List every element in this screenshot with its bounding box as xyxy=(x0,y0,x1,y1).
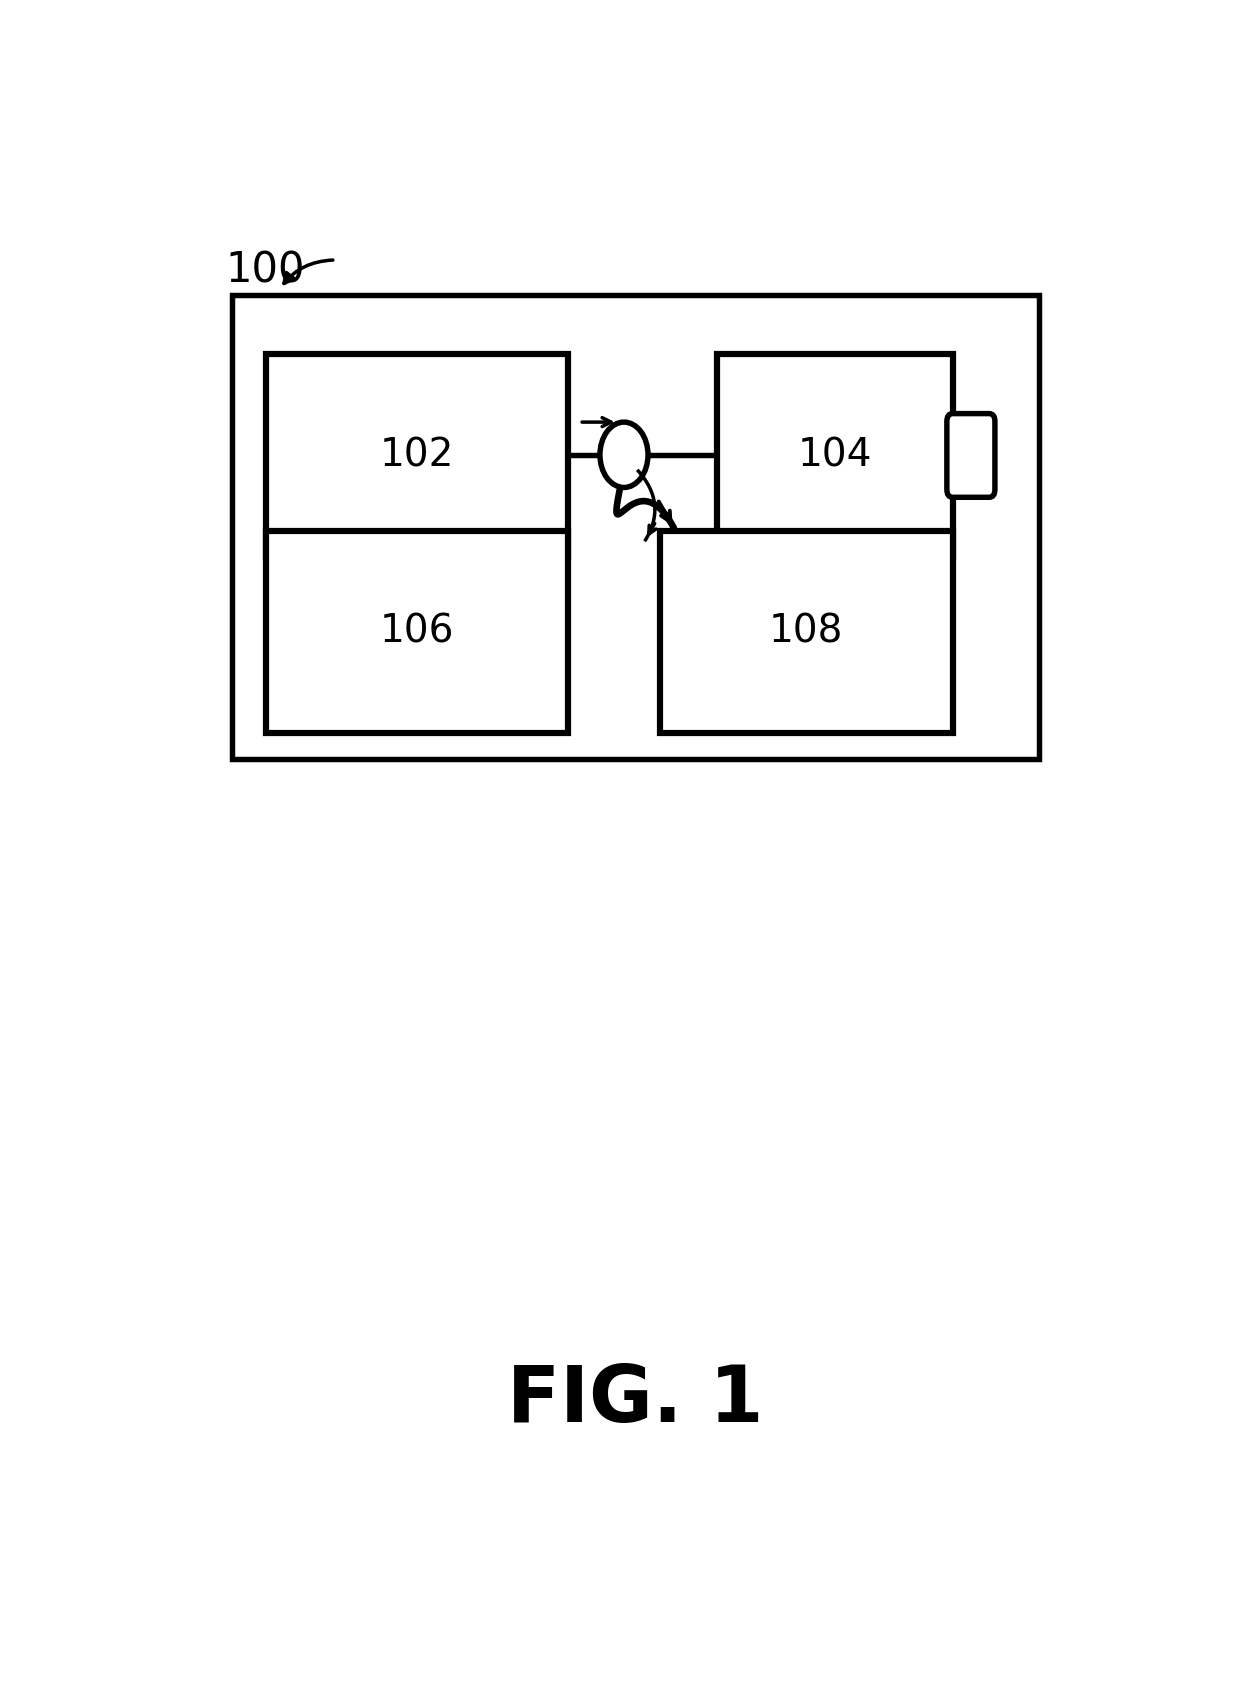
Text: 104: 104 xyxy=(797,436,872,474)
Text: 100: 100 xyxy=(226,250,305,292)
Text: 108: 108 xyxy=(769,613,843,650)
FancyBboxPatch shape xyxy=(947,414,994,498)
Bar xyxy=(717,355,952,557)
Text: 106: 106 xyxy=(379,613,454,650)
Bar xyxy=(265,530,568,734)
Bar xyxy=(660,530,952,734)
Text: 102: 102 xyxy=(379,436,454,474)
Bar xyxy=(265,355,568,557)
Text: FIG. 1: FIG. 1 xyxy=(507,1362,764,1438)
Bar xyxy=(232,295,1039,759)
Circle shape xyxy=(600,423,649,487)
